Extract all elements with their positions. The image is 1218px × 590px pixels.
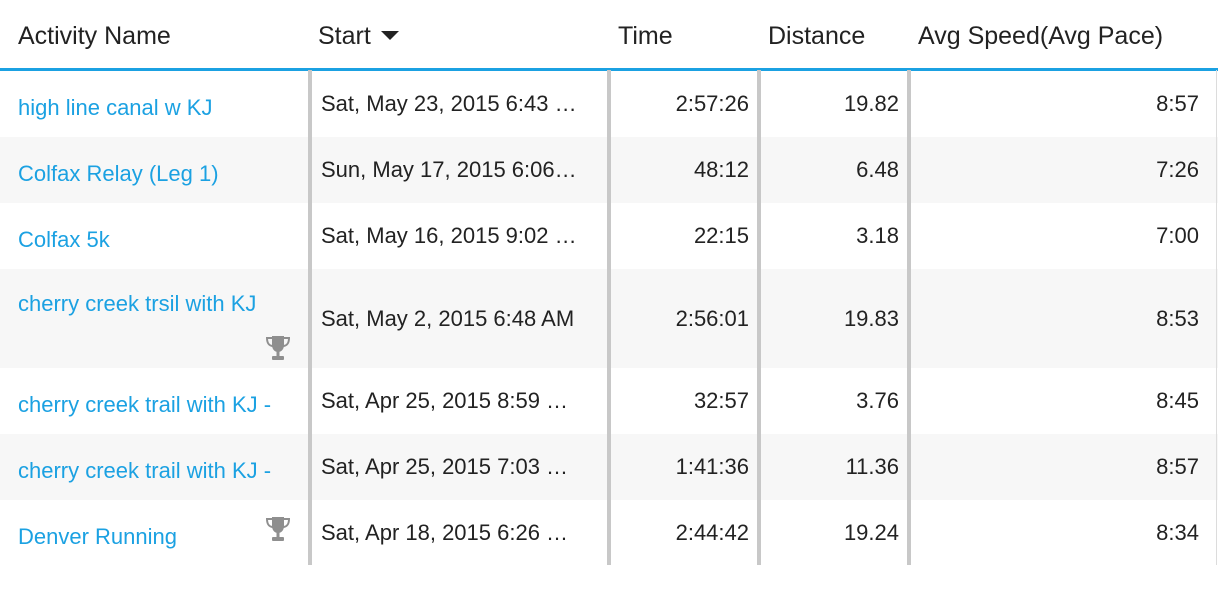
avg-pace-cell: 7:26	[1156, 157, 1199, 182]
activity-name-link[interactable]: cherry creek trail with KJ -	[18, 392, 272, 417]
activity-name-cell: cherry creek trsil with KJ	[18, 269, 308, 368]
time-cell: 48:12	[693, 157, 749, 182]
activity-name-link[interactable]: cherry creek trail with KJ -	[18, 458, 272, 483]
column-header-activity-name[interactable]: Activity Name	[18, 22, 171, 50]
caret-down-icon[interactable]	[380, 30, 399, 40]
activity-name-link[interactable]: Colfax 5k	[18, 227, 110, 252]
avg-pace-cell: 8:34	[1156, 520, 1199, 545]
avg-pace-cell: 8:57	[1156, 91, 1199, 116]
activity-name-link[interactable]: cherry creek trsil with KJ	[18, 291, 257, 316]
time-cell: 1:41:36	[675, 454, 749, 479]
column-header-start-label: Start	[318, 22, 371, 50]
column-divider[interactable]	[907, 70, 911, 565]
table-row[interactable]: cherry creek trail with KJ - Sat, Apr 25,…	[0, 368, 1218, 434]
distance-cell: 19.83	[843, 306, 899, 331]
start-cell: Sun, May 17, 2015 6:06…	[321, 157, 577, 182]
time-cell: 32:57	[693, 388, 749, 413]
start-cell: Sat, May 2, 2015 6:48 AM	[321, 306, 575, 331]
column-divider[interactable]	[308, 70, 312, 565]
activity-name-cell: Denver Running	[18, 500, 308, 566]
table-row[interactable]: Colfax 5k Sat, May 16, 2015 9:02 … 22:15 3.…	[0, 203, 1218, 269]
distance-cell: 3.76	[856, 388, 899, 413]
table-header: Activity Name Start Time Distance Avg Sp…	[0, 0, 1218, 71]
activity-name-link[interactable]: high line canal w KJ	[18, 95, 213, 120]
distance-cell: 19.82	[843, 91, 899, 116]
avg-pace-cell: 8:57	[1156, 454, 1199, 479]
activity-name-cell: cherry creek trail with KJ -	[18, 368, 308, 434]
trophy-icon	[265, 336, 291, 360]
time-cell: 22:15	[693, 223, 749, 248]
column-header-distance[interactable]: Distance	[768, 22, 866, 50]
activity-name-cell: Colfax Relay (Leg 1)	[18, 137, 308, 203]
time-cell: 2:56:01	[675, 306, 749, 331]
start-cell: Sat, Apr 25, 2015 8:59 …	[321, 388, 569, 413]
distance-cell: 6.48	[856, 157, 899, 182]
distance-cell: 19.24	[843, 520, 899, 545]
avg-pace-cell: 7:00	[1156, 223, 1199, 248]
distance-cell: 3.18	[856, 223, 899, 248]
column-header-time[interactable]: Time	[618, 22, 673, 50]
column-divider[interactable]	[757, 70, 761, 565]
start-cell: Sat, Apr 25, 2015 7:03 …	[321, 454, 569, 479]
table-row[interactable]: high line canal w KJ Sat, May 23, 2015 6:…	[0, 70, 1218, 137]
time-cell: 2:57:26	[675, 91, 749, 116]
activity-name-cell: cherry creek trail with KJ -	[18, 434, 308, 500]
start-cell: Sat, Apr 18, 2015 6:26 …	[321, 520, 569, 545]
activity-name-cell: high line canal w KJ	[18, 70, 308, 137]
activity-name-cell: Colfax 5k	[18, 203, 308, 269]
start-cell: Sat, May 23, 2015 6:43 …	[321, 91, 577, 116]
avg-pace-cell: 8:53	[1156, 306, 1199, 331]
column-divider[interactable]	[607, 70, 611, 565]
table-row[interactable]: Denver Running Sat, Apr 18, 2015 6:26 … 2:…	[0, 500, 1218, 566]
avg-pace-cell: 8:45	[1156, 388, 1199, 413]
time-cell: 2:44:42	[675, 520, 749, 545]
start-cell: Sat, May 16, 2015 9:02 …	[321, 223, 577, 248]
trophy-icon	[265, 517, 291, 541]
activity-name-link[interactable]: Colfax Relay (Leg 1)	[18, 161, 219, 186]
distance-cell: 11.36	[845, 454, 899, 479]
activity-name-link[interactable]: Denver Running	[18, 524, 177, 549]
column-header-avg-speed[interactable]: Avg Speed(Avg Pace)	[918, 22, 1164, 50]
column-header-start[interactable]: Start	[318, 22, 399, 51]
column-divider	[1216, 70, 1217, 565]
